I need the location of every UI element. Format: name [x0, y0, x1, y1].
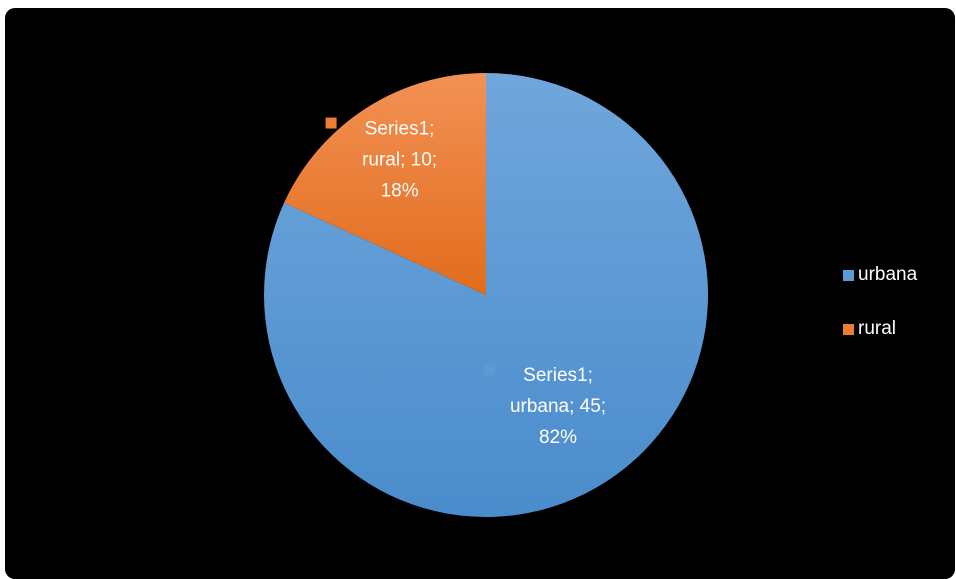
data-label-rural-line-2: 18% — [381, 181, 419, 202]
pie-slice-rural — [284, 73, 486, 295]
data-label-rural-line-1: rural; 10; — [362, 150, 437, 171]
data-label-rural-line-0: Series1; — [365, 119, 435, 140]
legend-label-rural: rural — [858, 318, 897, 339]
legend: urbana rural — [843, 263, 917, 371]
data-label-urbana-line-1: urbana; 45; — [510, 396, 606, 417]
data-label-key-urbana — [484, 364, 496, 376]
data-label-urbana-line-0: Series1; — [523, 365, 593, 386]
legend-label-urbana: urbana — [858, 264, 918, 285]
legend-item-urbana: urbana — [843, 263, 917, 287]
data-label-key-rural — [325, 117, 337, 129]
legend-swatch-rural — [843, 323, 854, 335]
chart-area: Series1; urbana; 45; 82% Series1; rural; 10;… — [5, 8, 955, 579]
data-label-urbana-line-2: 82% — [539, 427, 577, 448]
legend-swatch-urbana — [843, 269, 854, 281]
pie-chart: Series1; urbana; 45; 82% Series1; rural; 10;… — [264, 73, 708, 517]
legend-item-rural: rural — [843, 317, 917, 341]
